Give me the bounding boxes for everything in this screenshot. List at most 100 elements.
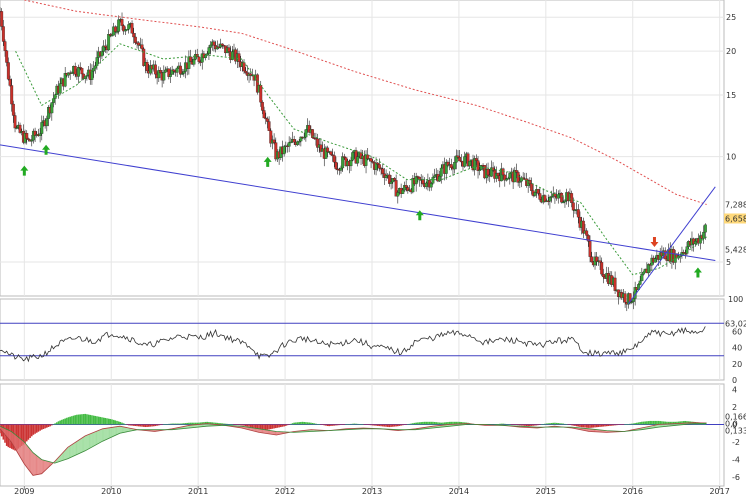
macd-histogram-bar xyxy=(103,418,105,425)
macd-histogram-bar xyxy=(352,424,354,425)
macd-histogram-bar xyxy=(507,424,509,425)
candle-body xyxy=(238,54,241,62)
macd-histogram-bar xyxy=(258,424,260,428)
macd-histogram-bar xyxy=(415,423,417,425)
macd-fill-segment xyxy=(263,430,264,434)
macd-histogram-bar xyxy=(404,424,406,425)
macd-histogram-bar xyxy=(280,424,282,427)
macd-fill-segment xyxy=(76,442,77,456)
macd-histogram-bar xyxy=(532,424,534,425)
macd-histogram-bar xyxy=(576,424,578,426)
macd-histogram-bar xyxy=(138,424,140,426)
candle-body xyxy=(333,156,336,163)
macd-fill-segment xyxy=(121,426,122,433)
macd-histogram-bar xyxy=(349,424,351,425)
macd-histogram-bar xyxy=(524,424,526,425)
macd-histogram-bar xyxy=(126,424,128,425)
macd-histogram-bar xyxy=(81,414,83,424)
macd-histogram-bar xyxy=(541,424,543,425)
macd-fill-segment xyxy=(79,439,80,453)
macd-fill-segment xyxy=(94,432,95,446)
candle-body xyxy=(221,44,224,45)
macd-histogram-bar xyxy=(422,422,424,425)
macd-value-tag: 0,13355 xyxy=(725,426,746,435)
macd-fill-segment xyxy=(43,460,44,472)
macd-histogram-bar xyxy=(220,423,222,424)
macd-histogram-bar xyxy=(609,424,611,425)
macd-fill-segment xyxy=(96,431,97,445)
macd-histogram-bar xyxy=(48,424,50,427)
macd-histogram-bar xyxy=(160,424,162,425)
macd-fill-segment xyxy=(23,441,24,464)
candle-body xyxy=(356,157,359,164)
macd-histogram-bar xyxy=(372,424,374,425)
rsi-tick-label: 20 xyxy=(732,360,742,369)
macd-histogram-bar xyxy=(542,424,544,425)
candle-body xyxy=(164,70,167,72)
macd-histogram-bar xyxy=(268,424,270,429)
macd-histogram-bar xyxy=(191,423,193,425)
macd-histogram-bar xyxy=(589,424,591,427)
macd-histogram-bar xyxy=(399,424,401,425)
macd-histogram-bar xyxy=(143,424,145,426)
macd-histogram-bar xyxy=(110,419,112,424)
macd-histogram-bar xyxy=(534,424,536,425)
candle-body xyxy=(0,11,3,26)
macd-histogram-bar xyxy=(120,422,122,424)
candle-body xyxy=(77,67,80,76)
macd-histogram-bar xyxy=(61,420,63,425)
macd-histogram-bar xyxy=(238,424,240,425)
macd-histogram-bar xyxy=(359,424,361,425)
macd-histogram-bar xyxy=(390,424,392,426)
macd-histogram-bar xyxy=(603,424,605,426)
macd-fill-segment xyxy=(24,442,25,465)
macd-histogram-bar xyxy=(267,424,269,429)
macd-histogram-bar xyxy=(354,424,356,425)
macd-fill-segment xyxy=(82,438,83,453)
macd-fill-segment xyxy=(28,446,29,469)
macd-histogram-bar xyxy=(307,422,309,424)
macd-fill-segment xyxy=(70,446,71,458)
macd-fill-segment xyxy=(78,440,79,454)
macd-histogram-bar xyxy=(330,424,332,426)
macd-histogram-bar xyxy=(559,423,561,424)
macd-histogram-bar xyxy=(175,424,177,425)
macd-fill-segment xyxy=(90,433,91,448)
candle-body xyxy=(340,168,343,170)
candle-body xyxy=(10,85,13,104)
macd-histogram-bar xyxy=(176,424,178,425)
macd-histogram-bar xyxy=(186,423,188,425)
macd-histogram-bar xyxy=(549,423,551,424)
macd-histogram-bar xyxy=(223,424,225,425)
macd-histogram-bar xyxy=(69,417,71,425)
candle-body xyxy=(433,176,436,178)
candle-body xyxy=(159,70,162,73)
candle-body xyxy=(134,37,137,43)
candle-body xyxy=(624,294,627,303)
macd-tick-label: -2 xyxy=(732,438,740,447)
macd-histogram-bar xyxy=(282,424,284,426)
macd-tick-label: 4 xyxy=(732,385,737,394)
macd-histogram-bar xyxy=(380,424,382,426)
macd-histogram-bar xyxy=(86,414,88,424)
macd-histogram-bar xyxy=(278,424,280,427)
candle-body xyxy=(46,119,49,126)
macd-histogram-bar xyxy=(514,424,516,425)
macd-fill-segment xyxy=(100,430,101,443)
macd-histogram-bar xyxy=(248,424,250,426)
macd-histogram-bar xyxy=(59,420,61,424)
macd-fill-segment xyxy=(66,448,67,459)
candle-body xyxy=(51,103,54,113)
candle-body xyxy=(183,71,186,73)
macd-histogram-bar xyxy=(649,421,651,425)
x-tick-label: 2012 xyxy=(275,487,295,496)
macd-fill-segment xyxy=(16,435,17,451)
macd-histogram-bar xyxy=(379,424,381,426)
macd-histogram-bar xyxy=(648,421,650,424)
macd-fill-segment xyxy=(34,453,35,475)
price-tag-label: 7,2887 xyxy=(725,201,746,210)
macd-histogram-bar xyxy=(34,424,36,433)
x-tick-label: 2010 xyxy=(101,487,121,496)
macd-fill-segment xyxy=(101,429,102,442)
macd-histogram-bar xyxy=(619,424,621,425)
